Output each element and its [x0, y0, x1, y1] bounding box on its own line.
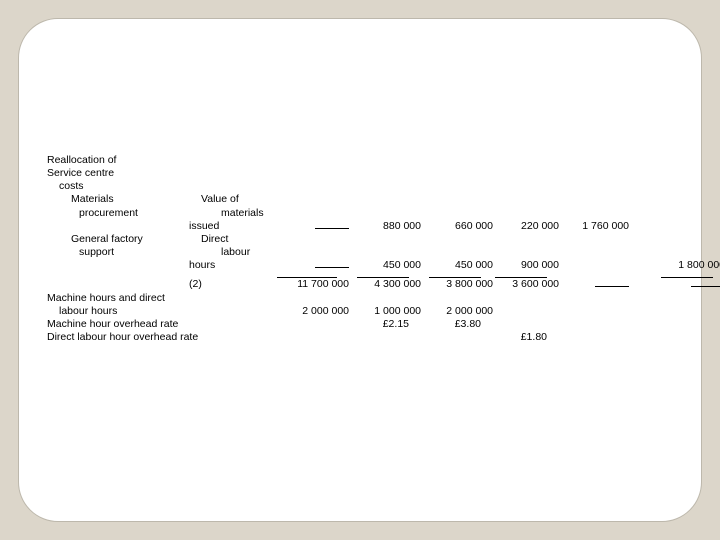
- value-cell: 450 000: [349, 259, 421, 272]
- label-procurement: procurement: [47, 207, 209, 220]
- label-dl-rate: Direct labour hour overhead rate: [47, 331, 257, 344]
- content-block: Reallocation of Service centre costs Mat…: [47, 154, 720, 344]
- value-cell: 880 000: [349, 220, 421, 233]
- heading-line: Service centre: [47, 167, 177, 180]
- basis-issued: issued: [177, 220, 269, 233]
- rule-icon: [315, 228, 349, 229]
- value-cell: 220 000: [493, 220, 559, 233]
- value-cell: £1.80: [481, 331, 547, 344]
- value-cell: 450 000: [421, 259, 493, 272]
- value-cell: 2 000 000: [269, 305, 349, 318]
- value-cell: 3 600 000: [493, 278, 559, 291]
- value-cell: 1 760 000: [559, 220, 629, 233]
- label-support: support: [47, 246, 209, 259]
- value-cell: 11 700 000: [269, 278, 349, 291]
- basis-labour: labour: [209, 246, 301, 259]
- basis-materials: materials: [209, 207, 301, 220]
- heading-line: Reallocation of: [47, 154, 177, 167]
- label-mh-rate: Machine hour overhead rate: [47, 318, 257, 331]
- label-genfactory: General factory: [47, 233, 201, 246]
- basis-direct: Direct: [201, 233, 281, 246]
- label-mh-direct: Machine hours and direct: [47, 292, 257, 305]
- slide-card: Reallocation of Service centre costs Mat…: [18, 18, 702, 522]
- value-cell: £2.15: [337, 318, 409, 331]
- value-cell: £3.80: [409, 318, 481, 331]
- value-cell: 2 000 000: [421, 305, 493, 318]
- basis-valueof: Value of: [201, 193, 281, 206]
- rule-icon: [691, 286, 720, 287]
- value-cell: 1 000 000: [349, 305, 421, 318]
- rule-icon: [595, 286, 629, 287]
- label-materials: Materials: [47, 193, 201, 206]
- value-cell: 660 000: [421, 220, 493, 233]
- rule-icon: [315, 267, 349, 268]
- value-cell: 900 000: [493, 259, 559, 272]
- label-labourhours: labour hours: [47, 305, 189, 318]
- value-cell: 1 800 000: [659, 259, 720, 272]
- value-cell: 3 800 000: [421, 278, 493, 291]
- value-cell: 4 300 000: [349, 278, 421, 291]
- basis-hours: hours: [177, 259, 269, 272]
- heading-line: costs: [47, 180, 189, 193]
- basis-note2: (2): [177, 278, 269, 291]
